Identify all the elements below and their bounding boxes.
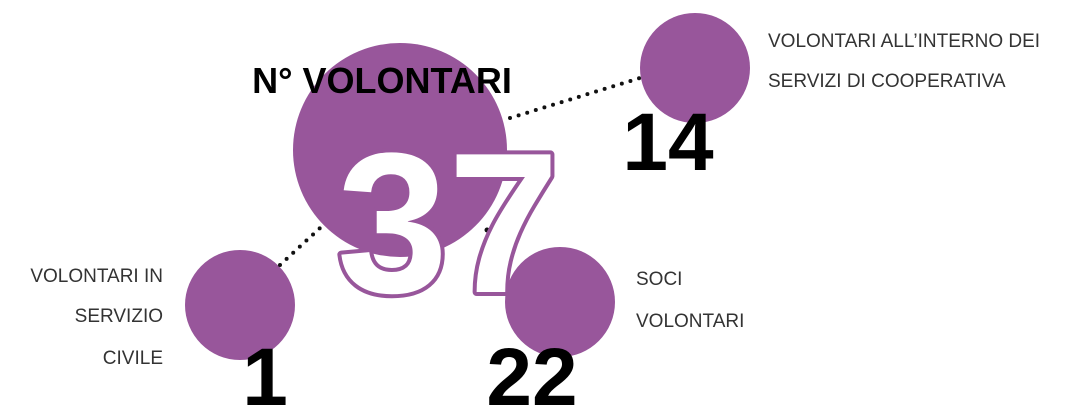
group-circle	[640, 13, 750, 123]
group-label: CIVILE	[103, 348, 163, 369]
title: N° VOLONTARI	[252, 60, 512, 101]
group-label: VOLONTARI ALL’INTERNO DEI	[768, 31, 1040, 52]
total-number: 37	[337, 112, 559, 335]
group-circle	[505, 247, 615, 357]
group-circle	[185, 250, 295, 360]
group-label: SERVIZIO	[75, 306, 163, 327]
group-label: SERVIZI DI COOPERATIVA	[768, 71, 1006, 92]
group-label: VOLONTARI	[636, 311, 744, 332]
total-circle	[293, 43, 507, 257]
connector	[278, 226, 322, 267]
group-number: 1	[242, 332, 288, 408]
group-number: 22	[486, 332, 577, 408]
group-label: VOLONTARI IN	[30, 266, 163, 287]
group-label: SOCI	[636, 269, 682, 290]
group-number: 14	[622, 97, 714, 188]
connector	[484, 227, 490, 233]
